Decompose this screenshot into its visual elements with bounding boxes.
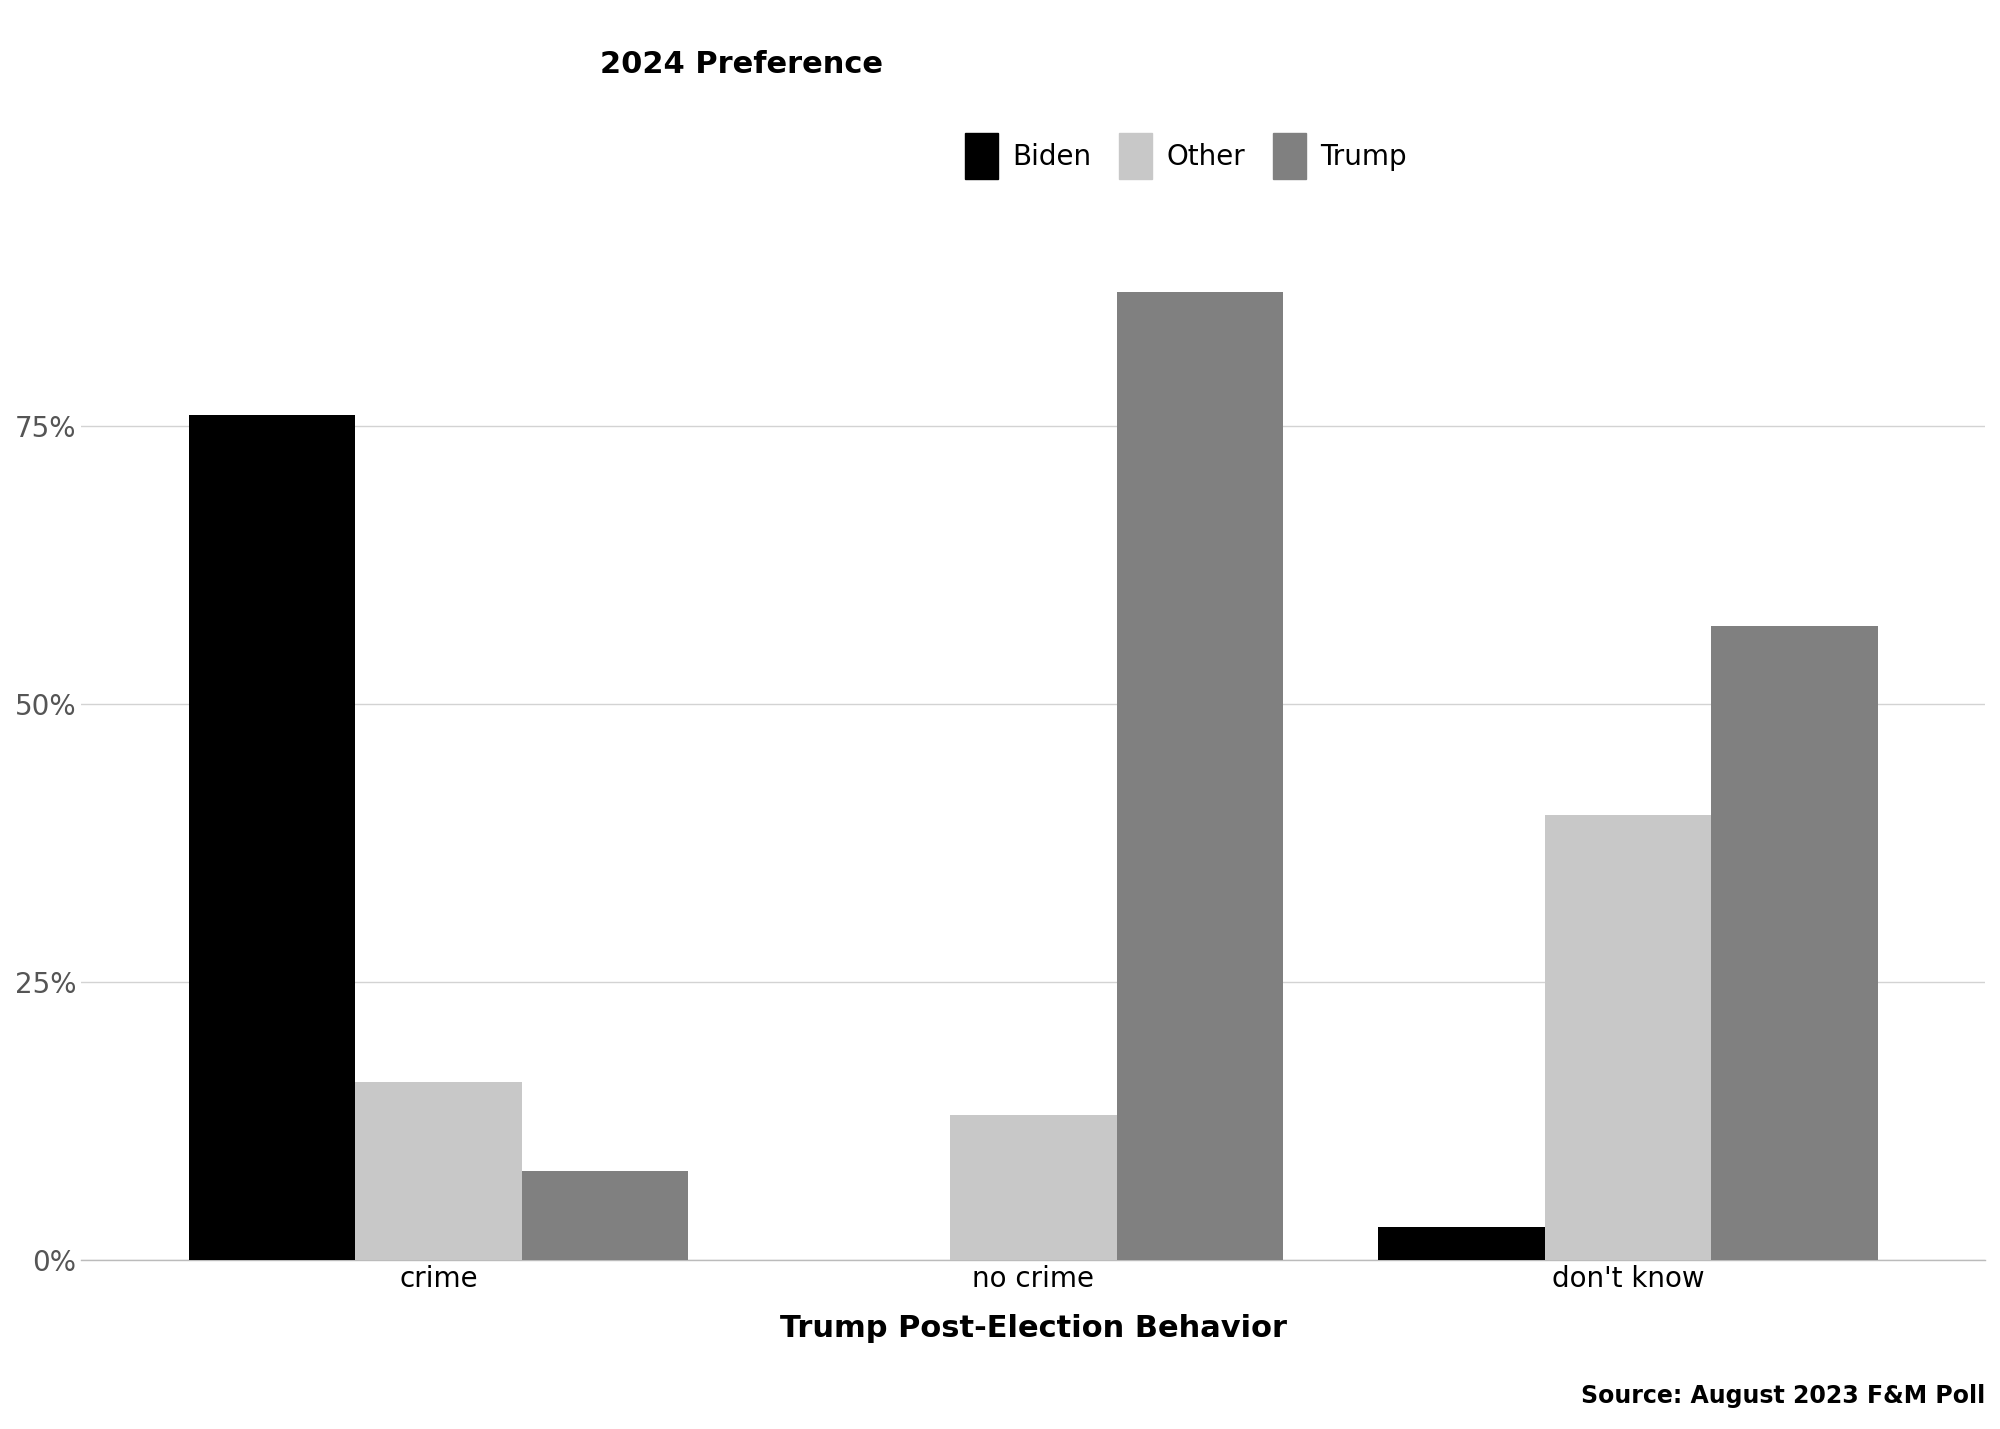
Text: Source: August 2023 F&M Poll: Source: August 2023 F&M Poll — [1580, 1383, 1984, 1408]
Bar — [188, 414, 356, 1260]
Text: 2024 Preference: 2024 Preference — [600, 50, 884, 79]
Bar — [1378, 1226, 1544, 1260]
Bar — [1544, 815, 1712, 1260]
Bar — [950, 1116, 1116, 1260]
Bar — [356, 1082, 522, 1260]
Bar — [522, 1170, 688, 1260]
X-axis label: Trump Post-Election Behavior: Trump Post-Election Behavior — [780, 1313, 1286, 1343]
Bar — [1116, 293, 1284, 1260]
Legend: Biden, Other, Trump: Biden, Other, Trump — [964, 133, 1406, 180]
Bar — [1712, 626, 1878, 1260]
